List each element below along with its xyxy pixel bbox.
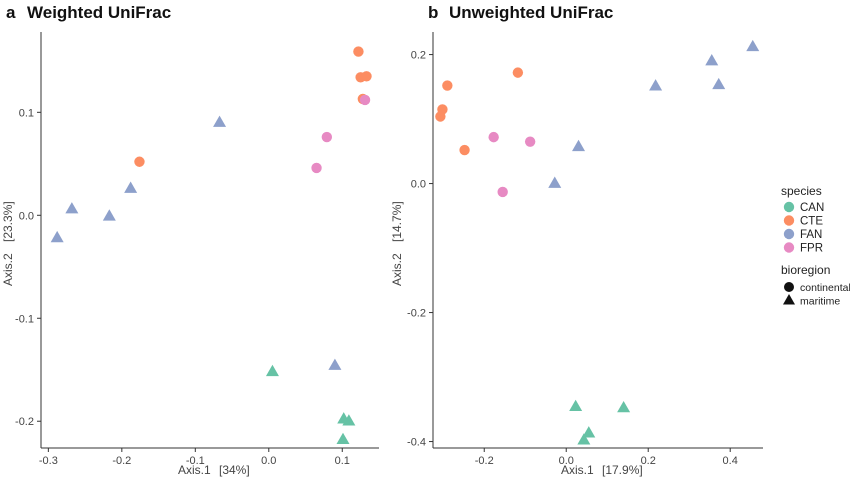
panel-b-x-label-pct: [17.9%] xyxy=(602,463,643,477)
panel-a-y-tick-label: 0.0 xyxy=(19,210,34,222)
panel-b-point-can-maritime xyxy=(582,426,596,438)
panel-b-y-tick-label: 0.0 xyxy=(411,179,426,191)
panel-b-y-tick-label: 0.2 xyxy=(411,50,426,62)
panel-b-point-fan-maritime xyxy=(705,54,719,66)
panel-a-point-fan-maritime xyxy=(213,115,227,127)
panel-b-y-tick-label: -0.4 xyxy=(407,437,426,449)
panel-b-x-tick-label: 0.0 xyxy=(559,455,574,467)
panel-a-y-tick-label: 0.1 xyxy=(19,107,34,119)
legend-species-key-fpr xyxy=(783,242,795,253)
panel-b-point-cte-continental xyxy=(512,67,524,78)
panel-a-title: Weighted UniFrac xyxy=(27,3,171,22)
panel-b-point-fan-maritime xyxy=(746,39,760,52)
panel-b-points xyxy=(435,39,760,445)
panel-a-point-can-maritime xyxy=(265,364,279,377)
panel-b-point-cte-continental xyxy=(459,144,470,156)
panel-a-point-fpr-continental xyxy=(311,162,322,174)
legend-species-label-cte: CTE xyxy=(800,216,823,228)
legend-bioregion-label-maritime: maritime xyxy=(800,296,840,308)
panel-a-point-can-maritime xyxy=(342,414,356,426)
legend-bioregion-label-continental: continental xyxy=(800,282,850,294)
legend-bioregion-title: bioregion xyxy=(781,263,830,277)
panel-b-ticks: -0.2 0.0 0.2 0.4 -0.4 -0.2 0.0 0.2 xyxy=(407,50,738,467)
panel-a-point-fan-maritime xyxy=(102,209,116,221)
panel-a-x-tick-label: 0.1 xyxy=(335,455,350,467)
panel-a-y-label: Axis.2 [23.3%] xyxy=(1,201,15,286)
panel-b-point-cte-continental xyxy=(435,111,446,122)
legend-species-label-fan: FAN xyxy=(800,229,822,241)
panel-b-y-label: Axis.2 [14.7%] xyxy=(390,201,404,286)
legend-species-label-fpr: FPR xyxy=(800,243,823,255)
panel-a-points xyxy=(50,46,372,445)
panel-b-point-fpr-continental xyxy=(524,136,536,147)
panel-a-y-label-name: Axis.2 xyxy=(1,253,15,286)
panel-b-point-fan-maritime xyxy=(649,79,663,91)
panel-a-y-label-pct: [23.3%] xyxy=(1,201,15,242)
legend-species-title: species xyxy=(781,184,822,198)
panel-a-x-label-name: Axis.1 xyxy=(178,463,211,477)
legend-bioregion-key-maritime xyxy=(783,294,795,305)
legend-bioregion-key-continental xyxy=(784,282,794,292)
panel-b-x-tick-label: -0.2 xyxy=(475,455,494,467)
panel-a-point-cte-continental xyxy=(134,156,145,167)
panel-a-y-tick-label: -0.1 xyxy=(15,313,34,325)
panel-a-x-tick-label: -0.3 xyxy=(39,455,58,467)
panel-a-x-tick-label: -0.1 xyxy=(186,455,205,467)
panel-a-point-fpr-continental xyxy=(321,131,333,143)
panel-b-y-tick-label: -0.2 xyxy=(407,308,426,320)
panel-a-point-fan-maritime xyxy=(328,358,342,370)
panel-a-x-tick-label: -0.2 xyxy=(112,455,131,467)
panel-b-point-fpr-continental xyxy=(497,186,508,198)
panel-b-title: Unweighted UniFrac xyxy=(449,3,613,22)
panel-b-point-can-maritime xyxy=(577,433,591,445)
panel-a-ticks: -0.3 -0.2 -0.1 0.0 0.1 -0.2 -0.1 0.0 0.1 xyxy=(15,107,350,467)
panel-b-x-label-name: Axis.1 xyxy=(561,463,594,477)
panel-b-x-tick-label: 0.4 xyxy=(723,455,738,467)
panel-a-letter: a xyxy=(6,3,16,22)
panel-b-point-can-maritime xyxy=(569,399,583,412)
panel-a-point-cte-continental xyxy=(353,46,364,57)
panel-a: a Weighted UniFrac -0.3 -0.2 -0.1 0.0 0.1-0.… xyxy=(1,3,379,477)
panel-a-point-can-maritime xyxy=(336,432,350,445)
panel-a-x-label-pct: [34%] xyxy=(219,463,250,477)
panel-b-point-fan-maritime xyxy=(548,176,562,188)
panel-a-point-fan-maritime xyxy=(124,181,138,193)
panel-b-y-label-pct: [14.7%] xyxy=(390,201,404,242)
panel-b: b Unweighted UniFrac -0.2 0.0 0.2 0.4-0.4-0… xyxy=(390,3,763,477)
panel-b-point-fpr-continental xyxy=(488,131,499,143)
legend-species-key-cte xyxy=(783,215,795,226)
panel-b-y-label-name: Axis.2 xyxy=(390,253,404,286)
panel-b-x-tick-label: 0.2 xyxy=(641,455,656,467)
panel-b-point-fan-maritime xyxy=(572,139,586,152)
panel-a-x-tick-label: 0.0 xyxy=(261,455,276,467)
panel-b-point-can-maritime xyxy=(617,401,631,413)
panel-b-point-fan-maritime xyxy=(712,77,726,90)
panel-a-point-fan-maritime xyxy=(65,202,79,214)
panel-b-letter: b xyxy=(428,3,438,22)
legend-species-label-can: CAN xyxy=(800,202,824,214)
legend-species-key-can xyxy=(783,201,795,213)
legend-species-key-fan xyxy=(783,228,795,240)
panel-b-point-cte-continental xyxy=(442,80,453,91)
panel-a-point-fan-maritime xyxy=(50,230,64,243)
panel-a-point-fpr-continental xyxy=(359,94,371,106)
panel-a-y-tick-label: -0.2 xyxy=(15,416,34,428)
panel-a-point-cte-continental xyxy=(361,71,372,82)
legend-bioregion-items: continental maritime xyxy=(783,282,850,308)
